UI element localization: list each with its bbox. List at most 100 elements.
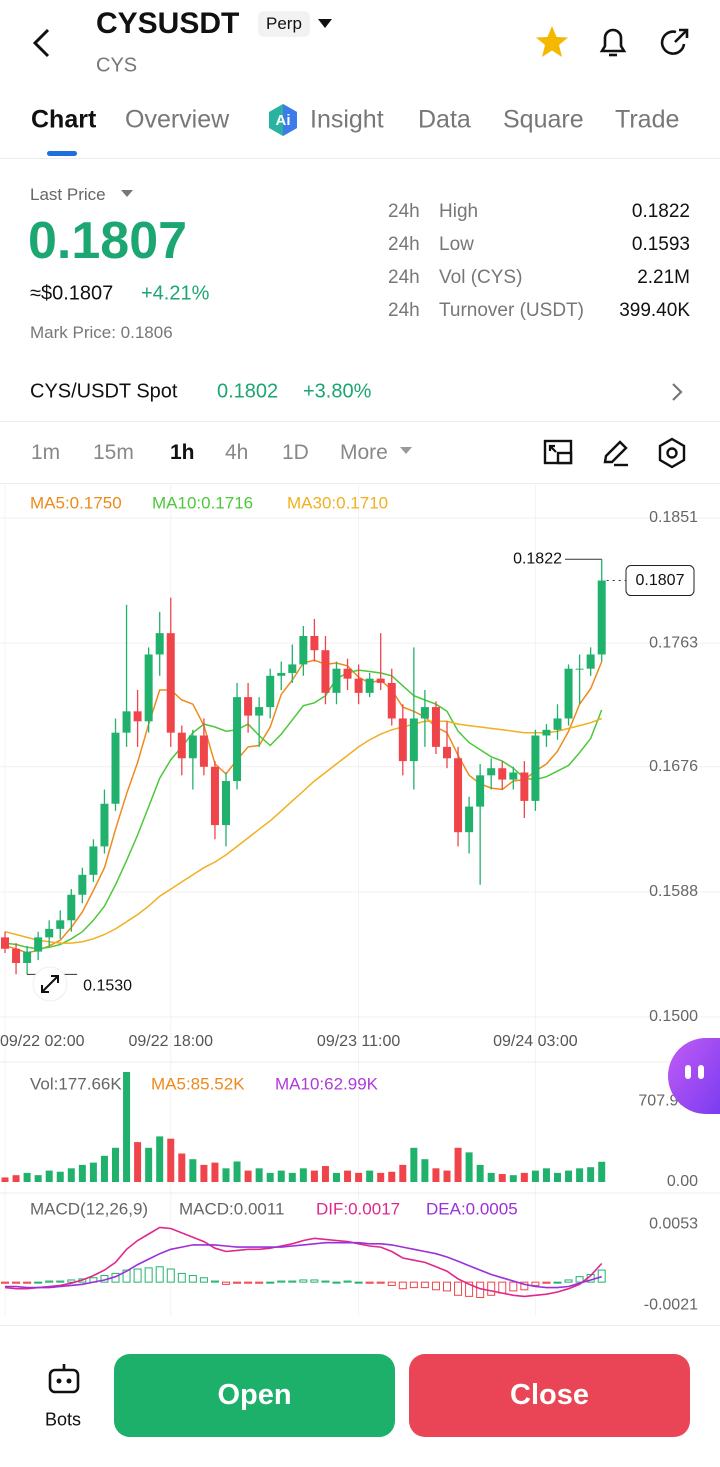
candle-body (67, 894, 76, 921)
candle-body (244, 697, 253, 716)
candle-body (564, 668, 573, 719)
timeframe[interactable]: 1D (282, 441, 309, 464)
close-button[interactable]: Close (409, 1354, 690, 1437)
macd-bar (288, 1280, 297, 1283)
candle-body (586, 654, 595, 669)
expand-button[interactable] (32, 966, 68, 1002)
candle-body (23, 951, 32, 963)
volume-bar (156, 1136, 164, 1182)
share-icon[interactable] (658, 26, 692, 60)
chevron-icon[interactable] (670, 382, 684, 402)
tab[interactable]: Data (418, 105, 471, 134)
contract-badge[interactable]: Perp (258, 11, 310, 37)
volume-bar (288, 1172, 296, 1182)
fullscreen-icon[interactable] (542, 437, 574, 469)
dropdown-icon[interactable] (121, 190, 133, 198)
volume-bar (112, 1147, 119, 1182)
y-tick-label: 0.00 (667, 1173, 698, 1190)
spot-price: 0.1802 (217, 380, 279, 403)
candle-body (553, 718, 562, 730)
dropdown-icon[interactable] (318, 19, 332, 29)
volume-bar (244, 1170, 252, 1182)
volume-bar (255, 1168, 263, 1182)
ai-icon: Ai (269, 104, 297, 136)
macd-bar (420, 1281, 429, 1289)
candle-body (321, 650, 330, 693)
settings-icon[interactable] (656, 436, 688, 470)
candle-body (111, 732, 120, 804)
volume-bar (509, 1175, 517, 1182)
volume-bar (454, 1147, 462, 1182)
stat-label: High (439, 201, 479, 222)
tab-indicator (47, 151, 77, 156)
volume-bar (12, 1175, 20, 1182)
macd-line (5, 1241, 602, 1289)
legend-entry: MA10:0.1716 (152, 493, 253, 512)
macd-bar (531, 1281, 540, 1286)
macd-bar (56, 1280, 65, 1283)
timeframe[interactable]: 15m (93, 441, 134, 464)
volume-bar (23, 1172, 31, 1182)
timeframe[interactable]: More (340, 441, 388, 464)
volume-bar (542, 1168, 550, 1182)
candle-body (476, 775, 485, 807)
macd-bar (199, 1277, 208, 1283)
volume-bar (321, 1166, 329, 1182)
alert-icon[interactable] (596, 24, 630, 60)
stat-period: 24h (388, 234, 420, 255)
timeframe[interactable]: 1m (31, 441, 61, 464)
timeframe[interactable]: 1h (170, 441, 195, 464)
candle-body (597, 580, 606, 655)
favorite-icon[interactable] (534, 24, 570, 60)
divider (0, 1325, 720, 1326)
x-tick-label: 09/23 11:00 (317, 1033, 400, 1050)
open-button[interactable]: Open (114, 1354, 395, 1437)
ma-line (4, 717, 602, 944)
volume-bar (598, 1161, 606, 1182)
stat-period: 24h (388, 201, 420, 222)
tab[interactable]: Square (503, 105, 584, 134)
volume-bar (565, 1170, 573, 1182)
stat-value: 399.40K (619, 300, 690, 321)
macd-bar (67, 1279, 76, 1283)
stat-value: 2.21M (637, 267, 690, 288)
macd-bar (23, 1281, 32, 1284)
legend-entry: MACD:0.0011 (179, 1199, 285, 1218)
candle-body (255, 707, 264, 716)
stat-label: Turnover (USDT) (439, 300, 584, 321)
usd-price: ≈$0.1807 (30, 282, 114, 305)
macd-bar (354, 1281, 363, 1284)
draw-icon[interactable] (600, 437, 632, 469)
candle-body (299, 635, 308, 665)
macd-bar (509, 1281, 518, 1292)
spot-pair[interactable]: CYS/USDT Spot (30, 380, 178, 403)
macd-bar (1, 1281, 9, 1284)
back-button[interactable] (28, 26, 56, 60)
candle-body (210, 766, 219, 826)
macd-bar (409, 1281, 418, 1289)
tab[interactable]: Overview (125, 105, 230, 134)
low-label: 0.1530 (83, 978, 132, 995)
macd-bar (310, 1279, 319, 1283)
macd-bar (332, 1281, 341, 1284)
tab[interactable]: Insight (310, 105, 384, 134)
bots-icon[interactable] (46, 1362, 82, 1396)
last-price-label: 0.1807 (636, 572, 685, 589)
dropdown-icon[interactable] (400, 447, 412, 455)
ma-line (4, 659, 603, 954)
macd-bar (299, 1279, 308, 1283)
bots-label[interactable]: Bots (45, 1409, 82, 1430)
last-price-box (625, 565, 695, 597)
volume-bar (355, 1172, 363, 1182)
y-tick-label: 0.1588 (649, 883, 698, 900)
candle-body (575, 668, 584, 670)
tab[interactable]: Trade (615, 105, 680, 134)
candle-body (56, 920, 65, 929)
divider (0, 483, 720, 484)
timeframe[interactable]: 4h (225, 441, 249, 464)
macd-bar (376, 1281, 385, 1284)
volume-bar (576, 1168, 584, 1182)
tab[interactable]: Chart (31, 105, 97, 134)
assistant-bubble[interactable] (668, 1038, 720, 1114)
